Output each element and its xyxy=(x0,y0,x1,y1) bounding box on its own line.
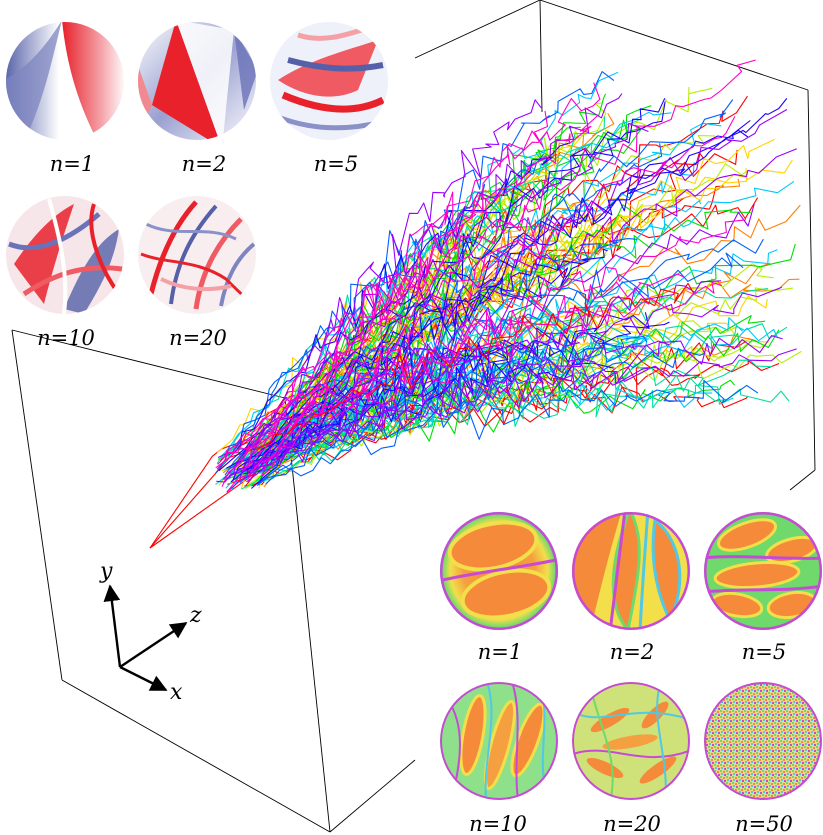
trajectory-line xyxy=(250,282,695,451)
trajectory-line xyxy=(216,368,649,483)
trajectory-line xyxy=(241,214,597,472)
top-disk-n2-label: n=2 xyxy=(181,152,227,176)
bottom-disk-n5 xyxy=(704,512,822,630)
y-axis-label: y xyxy=(99,559,113,584)
trajectory-line xyxy=(250,335,783,467)
top-disk-n5 xyxy=(270,22,388,140)
trajectory-line xyxy=(247,116,736,480)
coordinate-axes xyxy=(103,584,188,692)
trajectory-line xyxy=(265,379,759,485)
top-disk-n20 xyxy=(138,196,256,314)
trajectory-bundle xyxy=(149,59,802,549)
top-disk-n10 xyxy=(6,196,124,314)
trajectory-line xyxy=(238,93,623,479)
top-disk-n20-label: n=20 xyxy=(169,326,227,350)
box-edge-right-bottom xyxy=(789,469,816,491)
box-edge-top-front xyxy=(11,329,286,399)
top-disk-n2 xyxy=(138,22,256,140)
top-disk-n1-label: n=1 xyxy=(49,152,95,176)
box-edge-top-back xyxy=(414,0,541,59)
bottom-disk-n2-label: n=2 xyxy=(609,640,655,664)
trajectory-line xyxy=(261,114,599,477)
trajectory-line xyxy=(233,142,571,454)
bottom-disk-n50-label: n=50 xyxy=(735,812,793,835)
trajectory-line xyxy=(251,148,798,469)
bottom-disk-n2 xyxy=(572,512,690,630)
trajectory-line xyxy=(241,359,772,490)
bottom-disk-n5-label: n=5 xyxy=(741,640,787,664)
trajectory-line xyxy=(244,138,775,458)
box-edge-top-right xyxy=(539,0,809,91)
trajectory-line xyxy=(243,93,607,480)
bottom-disk-n1-label: n=1 xyxy=(477,640,523,664)
trajectory-line xyxy=(221,135,716,472)
trajectory-line xyxy=(244,359,780,487)
trajectory-line xyxy=(237,348,797,470)
trajectory-line xyxy=(245,82,601,469)
trajectory-line xyxy=(257,347,706,485)
bottom-disk-n10 xyxy=(440,682,558,800)
box-edge-back-vertical xyxy=(539,0,543,113)
bottom-disk-n20 xyxy=(572,682,690,800)
z-axis-arrow xyxy=(119,622,188,668)
trajectory-line xyxy=(241,71,619,477)
top-disk-n1 xyxy=(6,22,124,140)
trajectory-line xyxy=(246,374,790,455)
x-axis-label: x xyxy=(170,680,183,705)
top-disk-n10-label: n=10 xyxy=(37,326,95,350)
trajectory-line xyxy=(218,98,788,472)
trajectory-line xyxy=(251,129,749,489)
box-edge-bottom-front xyxy=(61,679,331,833)
box-edge-right-vertical xyxy=(807,89,816,471)
trajectory-line xyxy=(226,219,747,492)
trajectory-line xyxy=(221,110,549,487)
trajectory-line xyxy=(224,99,734,476)
bottom-disk-n20-label: n=20 xyxy=(603,812,661,835)
trajectory-line xyxy=(226,379,736,480)
y-axis-arrow xyxy=(103,584,122,668)
trajectory-line xyxy=(215,281,722,469)
bottom-disk-n50 xyxy=(704,682,822,800)
x-axis-arrow xyxy=(119,665,168,692)
z-axis-label: z xyxy=(189,603,202,628)
trajectory-line xyxy=(227,366,700,485)
trajectory-line xyxy=(241,59,756,462)
bottom-disk-n1 xyxy=(440,512,558,630)
trajectory-line xyxy=(242,216,574,472)
trajectory-line xyxy=(224,340,670,482)
top-disk-n5-label: n=5 xyxy=(313,152,359,176)
trajectory-line xyxy=(242,286,782,471)
box-edge-bottom-right xyxy=(329,759,416,833)
bottom-disk-n10-label: n=10 xyxy=(469,812,527,835)
box-edge-left xyxy=(11,329,63,681)
